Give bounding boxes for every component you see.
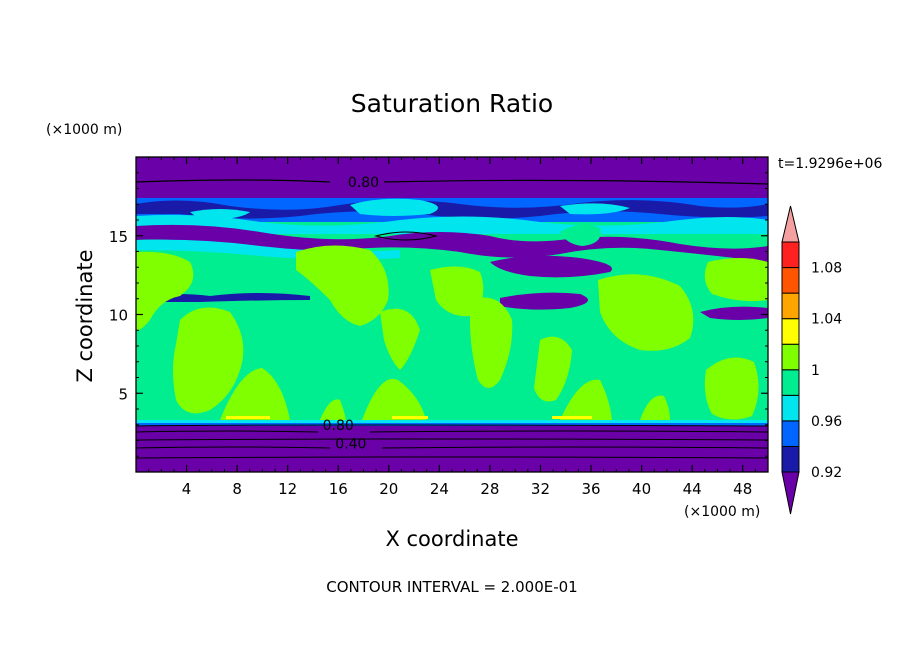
x-tick-label: 24 <box>430 480 449 498</box>
x-unit-label: (×1000 m) <box>684 504 760 520</box>
band-purple-mid-right <box>490 255 612 278</box>
chart-title: Saturation Ratio <box>351 89 553 118</box>
contour-line-upper-oval <box>374 231 438 241</box>
lime-base-5 <box>640 395 670 420</box>
colorbar-box <box>781 241 800 269</box>
colorbar-label: 0.92 <box>811 465 842 481</box>
x-axis-label: X coordinate <box>385 527 518 551</box>
band-cyan-blob-2 <box>190 209 250 220</box>
colorbar-box <box>781 445 800 473</box>
contour-line-lower-020 <box>136 456 768 459</box>
x-tick-label: 36 <box>581 480 600 498</box>
yellow-strip-3 <box>552 416 592 419</box>
colorbar-label: 1.04 <box>811 312 842 328</box>
lime-region-10 <box>704 357 759 420</box>
contour-line-lower-1 <box>136 424 768 427</box>
time-label: t=1.9296e+06 <box>778 156 882 172</box>
colorbar-box <box>781 394 800 422</box>
contour-line-upper-080-b <box>383 179 768 185</box>
plot-area <box>136 157 768 472</box>
colorbar-upper-triangle <box>781 205 800 243</box>
yellow-strip-2 <box>392 416 428 419</box>
y-tick-label: 10 <box>109 307 128 325</box>
contour-line-lower-060 <box>136 438 768 441</box>
x-tick-label: 20 <box>379 480 398 498</box>
x-tick-label: 28 <box>480 480 499 498</box>
colorbar-box <box>781 292 800 320</box>
contour-label: 0.80 <box>348 175 379 191</box>
y-axis-label: Z coordinate <box>73 249 97 382</box>
contour-label: 0.40 <box>335 437 366 453</box>
lime-region-left <box>136 251 194 331</box>
lime-region-6 <box>470 297 513 388</box>
band-lower-blue <box>136 423 768 426</box>
contour-line-lower-040 <box>136 446 768 449</box>
x-tick-label: 40 <box>632 480 651 498</box>
yellow-strip-1 <box>226 416 270 419</box>
colorbar-box <box>781 369 800 396</box>
colorbar-box <box>781 267 800 294</box>
y-unit-label: (×1000 m) <box>46 122 122 138</box>
x-axis: 4 8 12 16 20 24 28 32 36 40 44 48 <box>148 157 756 498</box>
band-purple-right-edge <box>700 306 768 320</box>
contour-label: 0.80 <box>323 418 354 434</box>
contour-interval-footer: CONTOUR INTERVAL = 2.000E-01 <box>326 578 577 596</box>
colorbar-box <box>781 343 800 371</box>
band-green-patch <box>560 224 601 246</box>
band-cyan-blob-3 <box>560 203 630 215</box>
colorbar-box <box>781 420 800 447</box>
band-upper-cyan <box>136 214 768 234</box>
lime-region-7 <box>598 274 694 351</box>
lime-base-3 <box>560 379 612 420</box>
x-tick-label: 44 <box>683 480 702 498</box>
colorbar-label: 0.96 <box>811 414 842 430</box>
lime-region-9 <box>534 336 572 402</box>
colorbar-label: 1 <box>811 363 820 379</box>
colorbar: 0.92 0.96 1 1.04 1.08 <box>781 205 842 515</box>
y-axis: 5 10 15 <box>109 172 768 457</box>
x-tick-label: 8 <box>232 480 242 498</box>
x-tick-label: 16 <box>329 480 348 498</box>
x-tick-label: 48 <box>733 480 752 498</box>
lime-base-2 <box>362 378 426 420</box>
x-tick-label: 12 <box>278 480 297 498</box>
lime-region-4 <box>380 308 420 370</box>
band-mid-purple <box>136 224 768 262</box>
colorbar-label: 1.08 <box>811 261 842 277</box>
colorbar-lower-triangle <box>781 471 800 515</box>
band-lower-cyan <box>136 420 768 424</box>
contour-line-upper-080 <box>136 179 331 183</box>
band-lower-purple <box>136 426 768 472</box>
x-tick-label: 4 <box>182 480 192 498</box>
lime-base-4 <box>320 399 346 420</box>
x-tick-label: 32 <box>531 480 550 498</box>
lime-region-2 <box>173 307 244 414</box>
lime-region-3 <box>296 245 389 326</box>
colorbar-box <box>781 318 800 345</box>
y-tick-label: 15 <box>109 228 128 246</box>
band-cyan-blob-1 <box>350 198 438 216</box>
y-tick-label: 5 <box>118 385 128 403</box>
lime-region-8 <box>704 258 768 302</box>
band-purple-right-strip <box>500 292 588 310</box>
contour-labels: 0.80 0.80 0.40 <box>323 175 379 452</box>
lime-base-1 <box>220 368 290 420</box>
contour-line-lower-080 <box>136 430 768 433</box>
